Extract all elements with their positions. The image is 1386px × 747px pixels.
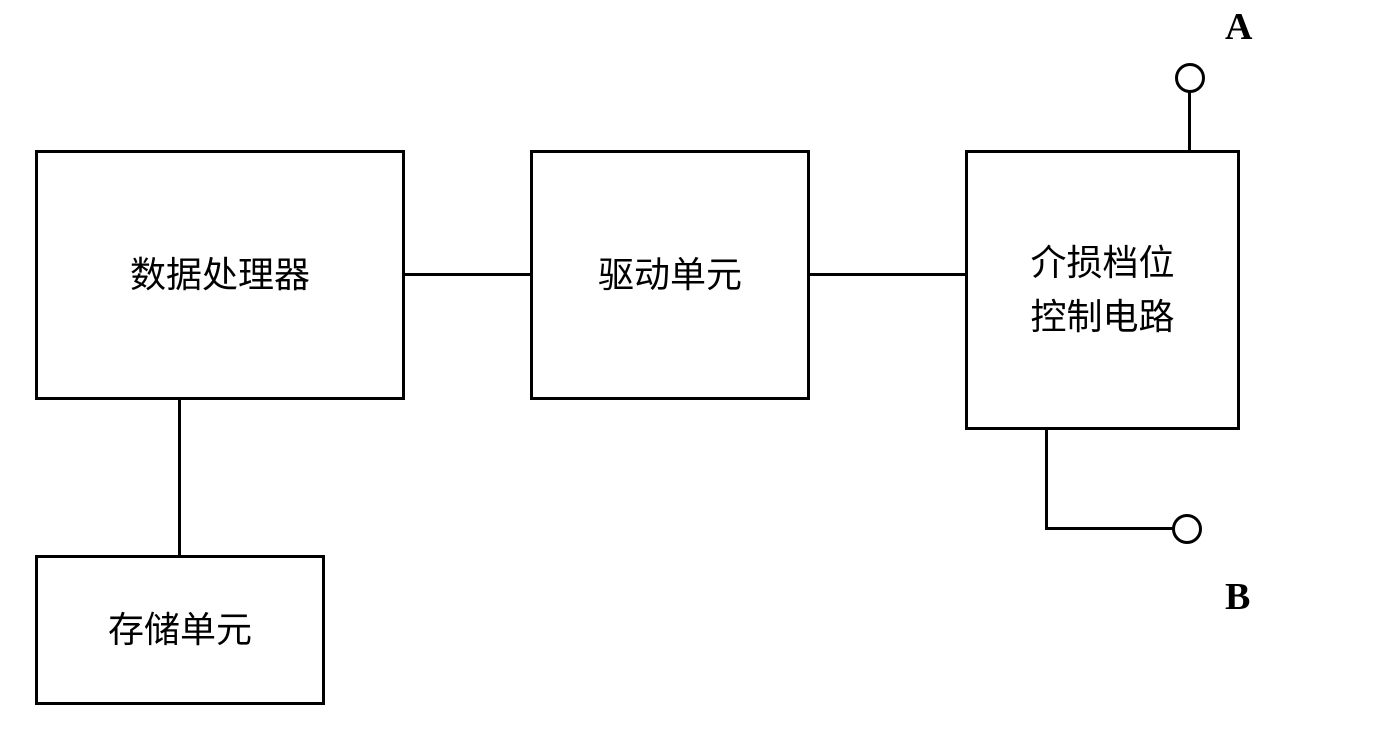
box-storage-unit: 存储单元: [35, 555, 325, 705]
connector-proc-to-drive: [405, 273, 530, 276]
box-storage-unit-label: 存储单元: [108, 603, 252, 657]
wire-terminal-b-horiz: [1045, 527, 1175, 530]
box-loss-gear-control-label: 介损档位 控制电路: [1030, 236, 1174, 344]
connector-proc-to-storage: [178, 400, 181, 555]
terminal-b-circle: [1172, 514, 1202, 544]
box-drive-unit: 驱动单元: [530, 150, 810, 400]
box-data-processor-label: 数据处理器: [130, 248, 310, 302]
box-loss-gear-control: 介损档位 控制电路: [965, 150, 1240, 430]
box-data-processor: 数据处理器: [35, 150, 405, 400]
wire-terminal-a: [1188, 90, 1191, 150]
terminal-b-label: B: [1225, 575, 1250, 619]
wire-terminal-b-vert: [1045, 430, 1048, 530]
box-drive-unit-label: 驱动单元: [598, 248, 742, 302]
terminal-a-circle: [1175, 63, 1205, 93]
connector-drive-to-ctrl: [810, 273, 965, 276]
terminal-a-label: A: [1225, 5, 1252, 49]
